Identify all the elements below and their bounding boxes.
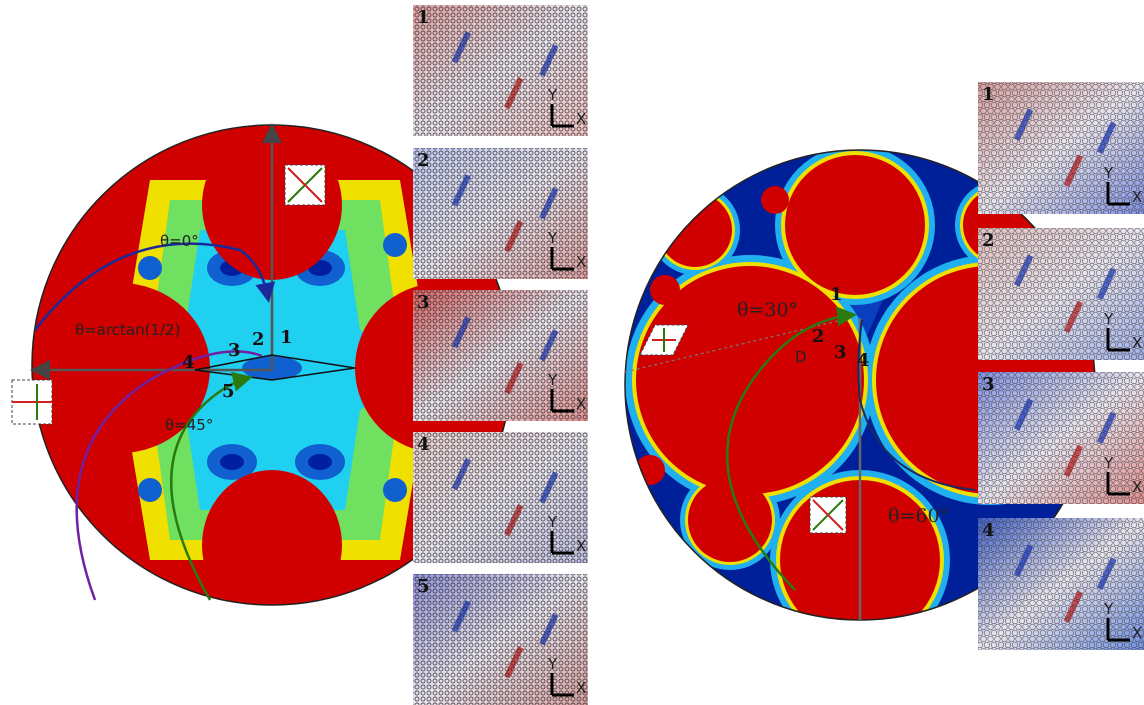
axis-label: Y [547,655,558,673]
snapshot-panel: 1 YX [413,5,588,136]
panel-label: 5 [417,576,430,597]
axis-label: Y [1103,310,1114,328]
point-label: 3 [834,342,847,363]
point-label: 4 [857,350,870,371]
unit-cell [11,164,326,425]
panel-label: 1 [417,7,430,28]
axis-label: Y [547,86,558,104]
snapshot-panel: 3 YX [978,372,1144,504]
point-label: 1 [830,284,843,305]
angle-label: θ=0° [160,232,199,250]
point-label: 4 [182,352,195,373]
axis-label: Y [547,371,558,389]
snapshot-panel: 4 YX [978,518,1144,650]
lattice [978,372,1144,504]
panel-label: 3 [417,292,430,313]
lattice [413,5,588,136]
snapshot-panel: 2 YX [413,148,588,279]
lattice [978,228,1144,360]
panel-label: 4 [417,434,430,455]
angle-label: θ=arctan(1/2) [75,321,180,339]
angle-label: θ=45° [165,416,213,434]
axis-label: X [576,253,586,271]
panel-label: 1 [982,84,995,105]
axis-label: X [1132,624,1142,642]
path-arc [75,350,263,601]
axis-label: Y [547,229,558,247]
axis-label: X [1132,188,1142,206]
unit-cell [639,324,847,534]
panel-label: 4 [982,520,995,541]
path-arc [170,371,253,601]
path-arc [857,319,976,491]
axis-label: Y [1103,164,1114,182]
axis-label: X [576,395,586,413]
lattice [978,82,1144,214]
path-arc [725,306,857,591]
point-label: 2 [252,329,265,350]
axis-label: X [576,110,586,128]
distance-label: D [795,348,807,366]
axis-label: X [1132,334,1142,352]
snapshot-panel: 5 YX [413,574,588,705]
axis-label: X [1132,478,1142,496]
point-label: 1 [280,327,293,348]
angle-label: θ=30° [737,299,798,321]
axis-label: X [576,537,586,555]
panel-label: 2 [982,230,995,251]
point-label: 2 [812,326,825,347]
snapshot-panel: 3 YX [413,290,588,421]
axis-label: Y [1103,454,1114,472]
snapshot-panel: 2 YX [978,228,1144,360]
panel-label: 2 [417,150,430,171]
point-label: 5 [222,381,235,402]
axis-label: Y [547,513,558,531]
lattice [413,148,588,279]
path-arc [34,242,276,331]
axis-label: X [576,679,586,697]
lattice [978,518,1144,650]
panel-label: 3 [982,374,995,395]
point-label: 3 [228,340,241,361]
snapshot-panel: 1 YX [978,82,1144,214]
angle-label: θ=60° [888,505,949,527]
lattice [413,432,588,563]
lattice [413,290,588,421]
lattice [413,574,588,705]
snapshot-panel: 4 YX [413,432,588,563]
axis-label: Y [1103,600,1114,618]
